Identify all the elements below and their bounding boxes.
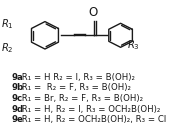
- Text: R₁ = H, R₂ = OCH₂B(OH)₂, R₃ = Cl: R₁ = H, R₂ = OCH₂B(OH)₂, R₃ = Cl: [19, 116, 166, 124]
- Text: $R_{3}$: $R_{3}$: [127, 38, 140, 52]
- Text: 9e: 9e: [11, 116, 23, 124]
- Text: R₁ = H R₂ = I, R₃ = B(OH)₂: R₁ = H R₂ = I, R₃ = B(OH)₂: [19, 73, 135, 82]
- Text: 9a: 9a: [11, 73, 23, 82]
- Text: 9c: 9c: [11, 94, 22, 103]
- Text: O: O: [88, 6, 98, 19]
- Text: R₁ = H, R₂ = I, R₃ = OCH₂B(OH)₂: R₁ = H, R₂ = I, R₃ = OCH₂B(OH)₂: [19, 105, 160, 114]
- Text: $R_{2}$: $R_{2}$: [1, 41, 14, 55]
- Text: $R_{1}$: $R_{1}$: [1, 17, 14, 31]
- Text: 9d: 9d: [11, 105, 23, 114]
- Text: R₁ =  R₂ = F, R₃ = B(OH)₂: R₁ = R₂ = F, R₃ = B(OH)₂: [19, 83, 131, 92]
- Text: 9b: 9b: [11, 83, 24, 92]
- Text: R₁ = Br, R₂ = F, R₃ = B(OH)₂: R₁ = Br, R₂ = F, R₃ = B(OH)₂: [19, 94, 143, 103]
